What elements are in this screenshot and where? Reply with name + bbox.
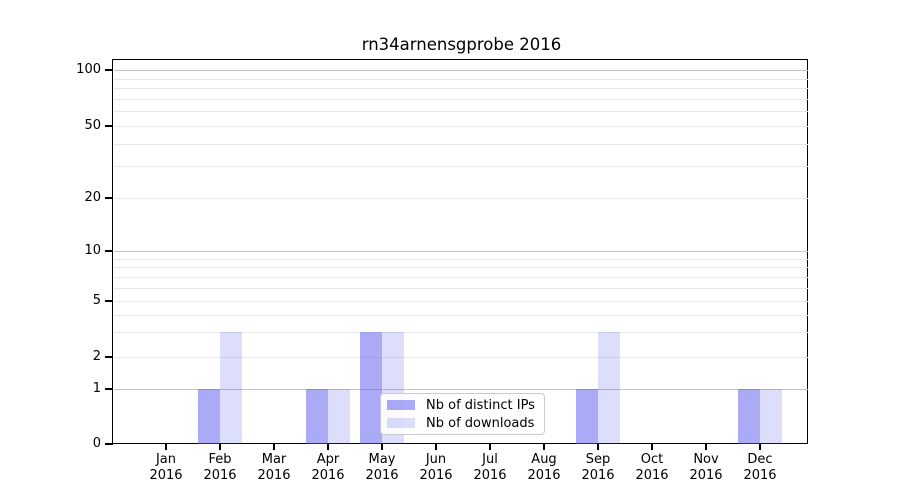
x-axis-label: Jan 2016: [149, 452, 183, 483]
legend-swatch-downloads: [387, 418, 415, 428]
y-axis-label: 10: [84, 243, 101, 258]
x-axis-label: Mar 2016: [257, 452, 291, 483]
y-axis-label: 20: [84, 190, 101, 205]
y-axis-label: 50: [84, 118, 101, 133]
y-axis-label: 0: [92, 436, 101, 451]
gridline-minor: [114, 287, 808, 289]
gridline-major: [114, 70, 808, 71]
bar-distinct-ips: [306, 389, 328, 444]
x-axis-tick: [327, 444, 329, 450]
legend-label-distinct-ips: Nb of distinct IPs: [426, 397, 535, 413]
bar-distinct-ips: [198, 389, 220, 444]
bar-downloads: [220, 332, 242, 444]
x-axis-label: Nov 2016: [689, 452, 723, 483]
gridline-minor: [114, 198, 808, 199]
gridline-minor: [114, 88, 808, 90]
x-axis-label: Aug 2016: [527, 452, 561, 483]
y-axis-tick: [105, 69, 113, 71]
gridline-major: [114, 389, 808, 390]
x-axis-label: Sep 2016: [581, 452, 615, 483]
bar-downloads: [328, 389, 350, 444]
x-axis-tick: [435, 444, 437, 450]
y-axis-tick: [105, 443, 113, 445]
bar-distinct-ips: [360, 332, 382, 444]
bar-distinct-ips: [738, 389, 760, 444]
x-axis-tick: [273, 444, 275, 450]
x-axis-tick: [219, 444, 221, 450]
x-axis-tick: [597, 444, 599, 450]
x-axis-tick: [759, 444, 761, 450]
chart-title: rn34arnensgprobe 2016: [361, 35, 562, 54]
x-axis-tick: [489, 444, 491, 450]
x-axis-label: Jun 2016: [419, 452, 453, 483]
gridline-minor: [114, 314, 808, 316]
x-axis-tick: [381, 444, 383, 450]
gridline-minor: [114, 301, 808, 302]
gridline-minor: [114, 126, 808, 127]
bar-downloads: [760, 389, 782, 444]
y-axis-tick: [105, 300, 113, 302]
y-axis-label: 2: [92, 349, 101, 364]
x-axis-tick: [543, 444, 545, 450]
y-axis-tick: [105, 250, 113, 252]
x-axis-label: Feb 2016: [203, 452, 237, 483]
legend: Nb of distinct IPs Nb of downloads: [380, 393, 545, 435]
y-axis-label: 1: [92, 381, 101, 396]
legend-item-downloads: Nb of downloads: [387, 415, 538, 432]
y-axis-tick: [105, 388, 113, 390]
gridline-minor: [114, 143, 808, 145]
legend-label-downloads: Nb of downloads: [426, 415, 535, 431]
x-axis-label: Oct 2016: [635, 452, 669, 483]
x-axis-tick: [651, 444, 653, 450]
gridline-minor: [114, 98, 808, 100]
x-axis-tick: [165, 444, 167, 450]
x-axis-label: Dec 2016: [743, 452, 777, 483]
y-axis-tick: [105, 125, 113, 127]
legend-swatch-distinct-ips: [387, 400, 415, 410]
legend-item-distinct-ips: Nb of distinct IPs: [387, 397, 538, 414]
y-axis-tick: [105, 356, 113, 358]
bar-distinct-ips: [576, 389, 598, 444]
y-axis-tick: [105, 197, 113, 199]
x-axis-label: Apr 2016: [311, 452, 345, 483]
x-axis-tick: [705, 444, 707, 450]
gridline-minor: [114, 276, 808, 278]
gridline-minor: [114, 357, 808, 358]
y-axis-label: 5: [92, 293, 101, 308]
x-axis-label: Jul 2016: [473, 452, 507, 483]
gridline-minor: [114, 78, 808, 80]
bar-downloads: [598, 332, 620, 444]
gridline-minor: [114, 166, 808, 168]
y-axis-label: 100: [76, 62, 101, 77]
gridline-major: [114, 251, 808, 252]
gridline-minor: [114, 258, 808, 260]
gridline-minor: [114, 267, 808, 269]
gridline-minor: [114, 111, 808, 113]
x-axis-label: May 2016: [365, 452, 399, 483]
gridline-minor: [114, 332, 808, 334]
